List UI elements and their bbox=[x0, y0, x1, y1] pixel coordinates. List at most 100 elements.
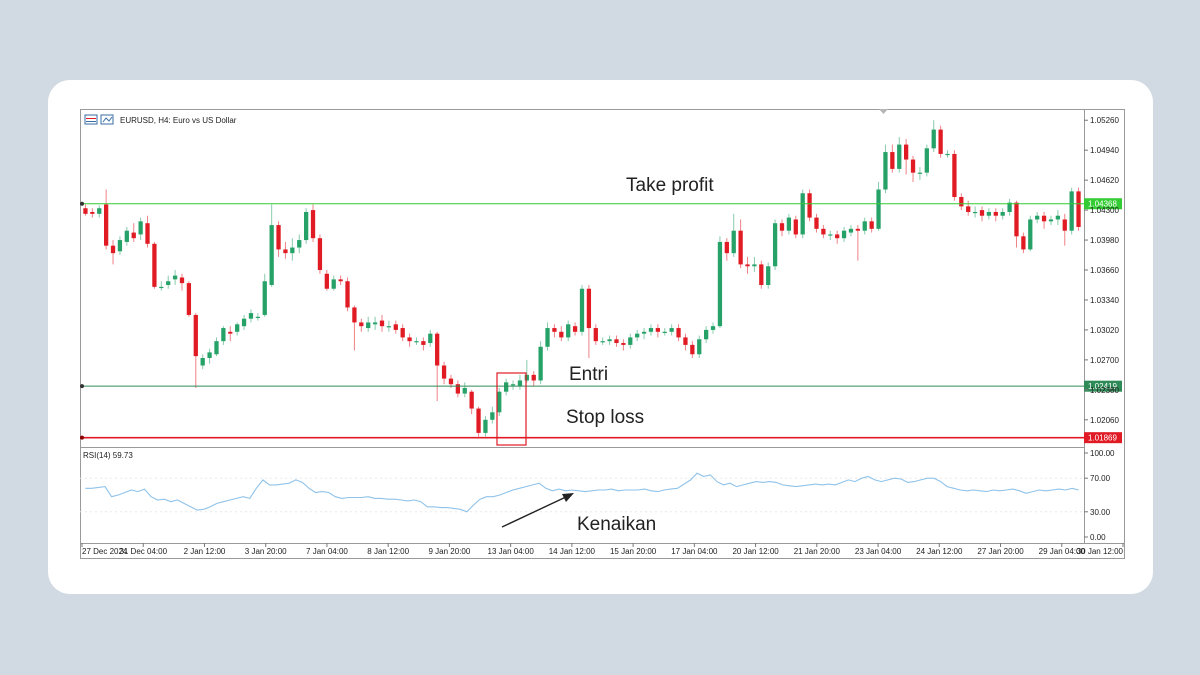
take-profit-handle[interactable] bbox=[80, 201, 84, 206]
time-tick-label: 24 Jan 12:00 bbox=[916, 547, 963, 556]
kenaikan-annotation: Kenaikan bbox=[577, 514, 656, 535]
stop-loss-handle[interactable] bbox=[80, 435, 84, 440]
candle bbox=[559, 326, 564, 342]
candle bbox=[862, 217, 867, 235]
candles-layer bbox=[83, 120, 1081, 437]
levels-layer: 1.04368 1.02419 1.01869 bbox=[80, 198, 1122, 444]
price-tick-label: 1.04940 bbox=[1090, 146, 1119, 155]
candle bbox=[552, 324, 557, 338]
candle bbox=[1048, 215, 1054, 226]
candle bbox=[1007, 198, 1012, 216]
time-tick-label: 31 Dec 04:00 bbox=[119, 547, 167, 556]
candle bbox=[628, 333, 633, 349]
rsi-tick-label: 30.00 bbox=[1090, 508, 1111, 517]
candle bbox=[421, 337, 426, 351]
candle bbox=[897, 137, 902, 173]
rsi-tick-label: 70.00 bbox=[1090, 474, 1111, 483]
candle bbox=[1000, 208, 1005, 220]
time-tick-label: 20 Jan 12:00 bbox=[732, 547, 779, 556]
candle bbox=[1076, 187, 1081, 231]
candle bbox=[255, 313, 260, 321]
candle bbox=[841, 226, 847, 242]
chart-window[interactable]: EURUSD, H4: Euro vs US Dollar 1.04368 1.0… bbox=[80, 109, 1125, 559]
candle bbox=[110, 240, 116, 265]
candle bbox=[510, 380, 516, 390]
candle bbox=[531, 371, 536, 387]
candle bbox=[731, 213, 736, 257]
candle bbox=[593, 324, 598, 345]
candle bbox=[855, 225, 860, 261]
candle bbox=[407, 333, 412, 347]
candle bbox=[869, 217, 874, 233]
candle bbox=[876, 182, 881, 231]
candle bbox=[669, 324, 674, 336]
candle bbox=[483, 416, 488, 437]
rsi-line bbox=[85, 472, 1079, 513]
candle bbox=[952, 150, 957, 201]
candle bbox=[310, 204, 316, 242]
candle bbox=[145, 215, 150, 248]
candle bbox=[641, 328, 647, 340]
candle bbox=[904, 138, 909, 175]
candle bbox=[959, 193, 964, 211]
time-tick-label: 13 Jan 04:00 bbox=[488, 547, 535, 556]
candle bbox=[572, 322, 578, 336]
price-tick-label: 1.03980 bbox=[1090, 236, 1119, 245]
entry-handle[interactable] bbox=[80, 384, 84, 389]
candle bbox=[683, 333, 688, 351]
candle bbox=[931, 120, 936, 153]
chart-shift-marker[interactable] bbox=[879, 109, 888, 114]
candle bbox=[814, 213, 819, 233]
candle bbox=[917, 167, 923, 181]
candle bbox=[138, 217, 143, 241]
candle bbox=[1069, 187, 1074, 235]
candle bbox=[662, 328, 667, 336]
chart-window-icon[interactable] bbox=[84, 114, 98, 125]
candle bbox=[414, 337, 419, 345]
candle bbox=[455, 380, 460, 398]
time-tick-label: 27 Dec 2024 bbox=[82, 547, 128, 556]
stop-loss-annotation: Stop loss bbox=[566, 407, 644, 428]
price-tick-label: 1.03660 bbox=[1090, 266, 1119, 275]
candle bbox=[352, 305, 357, 351]
candle bbox=[338, 275, 343, 285]
candle bbox=[800, 189, 805, 239]
candle bbox=[324, 270, 329, 291]
take-profit-annotation: Take profit bbox=[626, 175, 714, 196]
price-tick-label: 1.05260 bbox=[1090, 116, 1119, 125]
take-profit-price-label: 1.04368 bbox=[1088, 200, 1117, 209]
candle bbox=[635, 329, 640, 342]
candle bbox=[717, 236, 723, 329]
time-tick-label: 2 Jan 12:00 bbox=[184, 547, 226, 556]
candle bbox=[972, 206, 978, 218]
candle bbox=[945, 150, 950, 158]
time-tick-label: 21 Jan 20:00 bbox=[794, 547, 841, 556]
candle bbox=[117, 236, 123, 256]
price-tick-label: 1.03020 bbox=[1090, 326, 1119, 335]
candle bbox=[248, 309, 254, 323]
candle bbox=[848, 225, 854, 237]
candle bbox=[262, 273, 267, 317]
candle bbox=[476, 406, 481, 437]
candle bbox=[317, 234, 323, 274]
candle bbox=[179, 273, 185, 291]
price-chart-svg[interactable]: EURUSD, H4: Euro vs US Dollar 1.043681.0… bbox=[80, 109, 1125, 559]
indicator-icon[interactable] bbox=[100, 114, 114, 125]
candle bbox=[159, 281, 164, 291]
candle bbox=[297, 234, 302, 254]
candle bbox=[276, 221, 281, 257]
candle bbox=[979, 206, 985, 222]
candle bbox=[1062, 213, 1067, 246]
stop-loss-price-label: 1.01869 bbox=[1088, 434, 1117, 443]
candle bbox=[193, 313, 198, 388]
candle bbox=[738, 219, 743, 269]
candle bbox=[524, 359, 529, 383]
candle bbox=[1014, 200, 1019, 248]
candle bbox=[200, 354, 205, 370]
grid-layer bbox=[80, 477, 1084, 513]
candle bbox=[807, 189, 812, 222]
candle bbox=[986, 208, 992, 220]
entry-price-tag bbox=[1084, 380, 1122, 392]
time-tick-label: 15 Jan 20:00 bbox=[610, 547, 657, 556]
candle bbox=[648, 324, 654, 336]
